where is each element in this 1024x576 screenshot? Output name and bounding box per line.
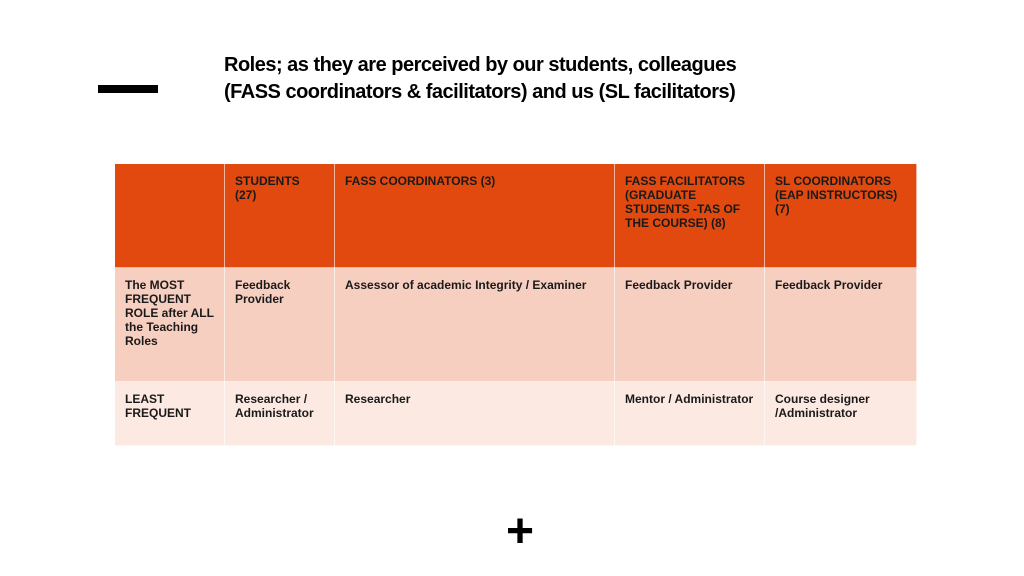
- cell-most-fass-coord: Assessor of academic Integrity / Examine…: [335, 268, 615, 382]
- roles-table-container: STUDENTS (27) FASS COORDINATORS (3) FASS…: [114, 163, 916, 446]
- table-row-most-frequent: The MOST FREQUENT ROLE after ALL the Tea…: [115, 268, 917, 382]
- plus-decoration: +: [506, 508, 534, 556]
- cell-most-fass-facil: Feedback Provider: [615, 268, 765, 382]
- header-fass-facilitators: FASS FACILITATORS (GRADUATE STUDENTS -TA…: [615, 164, 765, 268]
- dash-decoration: [98, 85, 158, 93]
- header-sl-coordinators: SL COORDINATORS (EAP Instructors) (7): [765, 164, 917, 268]
- table-header-row: STUDENTS (27) FASS COORDINATORS (3) FASS…: [115, 164, 917, 268]
- cell-least-fass-coord: Researcher: [335, 382, 615, 446]
- header-fass-coordinators: FASS COORDINATORS (3): [335, 164, 615, 268]
- header-students: STUDENTS (27): [225, 164, 335, 268]
- cell-least-fass-facil: Mentor / Administrator: [615, 382, 765, 446]
- header-blank: [115, 164, 225, 268]
- cell-most-sl-coord: Feedback Provider: [765, 268, 917, 382]
- row-label-least: LEAST FREQUENT: [115, 382, 225, 446]
- table-row-least-frequent: LEAST FREQUENT Researcher / Administrato…: [115, 382, 917, 446]
- row-label-most: The MOST FREQUENT ROLE after ALL the Tea…: [115, 268, 225, 382]
- page-title: Roles; as they are perceived by our stud…: [224, 52, 784, 106]
- cell-least-sl-coord: Course designer /Administrator: [765, 382, 917, 446]
- cell-most-students: Feedback Provider: [225, 268, 335, 382]
- cell-least-students: Researcher / Administrator: [225, 382, 335, 446]
- roles-table: STUDENTS (27) FASS COORDINATORS (3) FASS…: [114, 163, 917, 446]
